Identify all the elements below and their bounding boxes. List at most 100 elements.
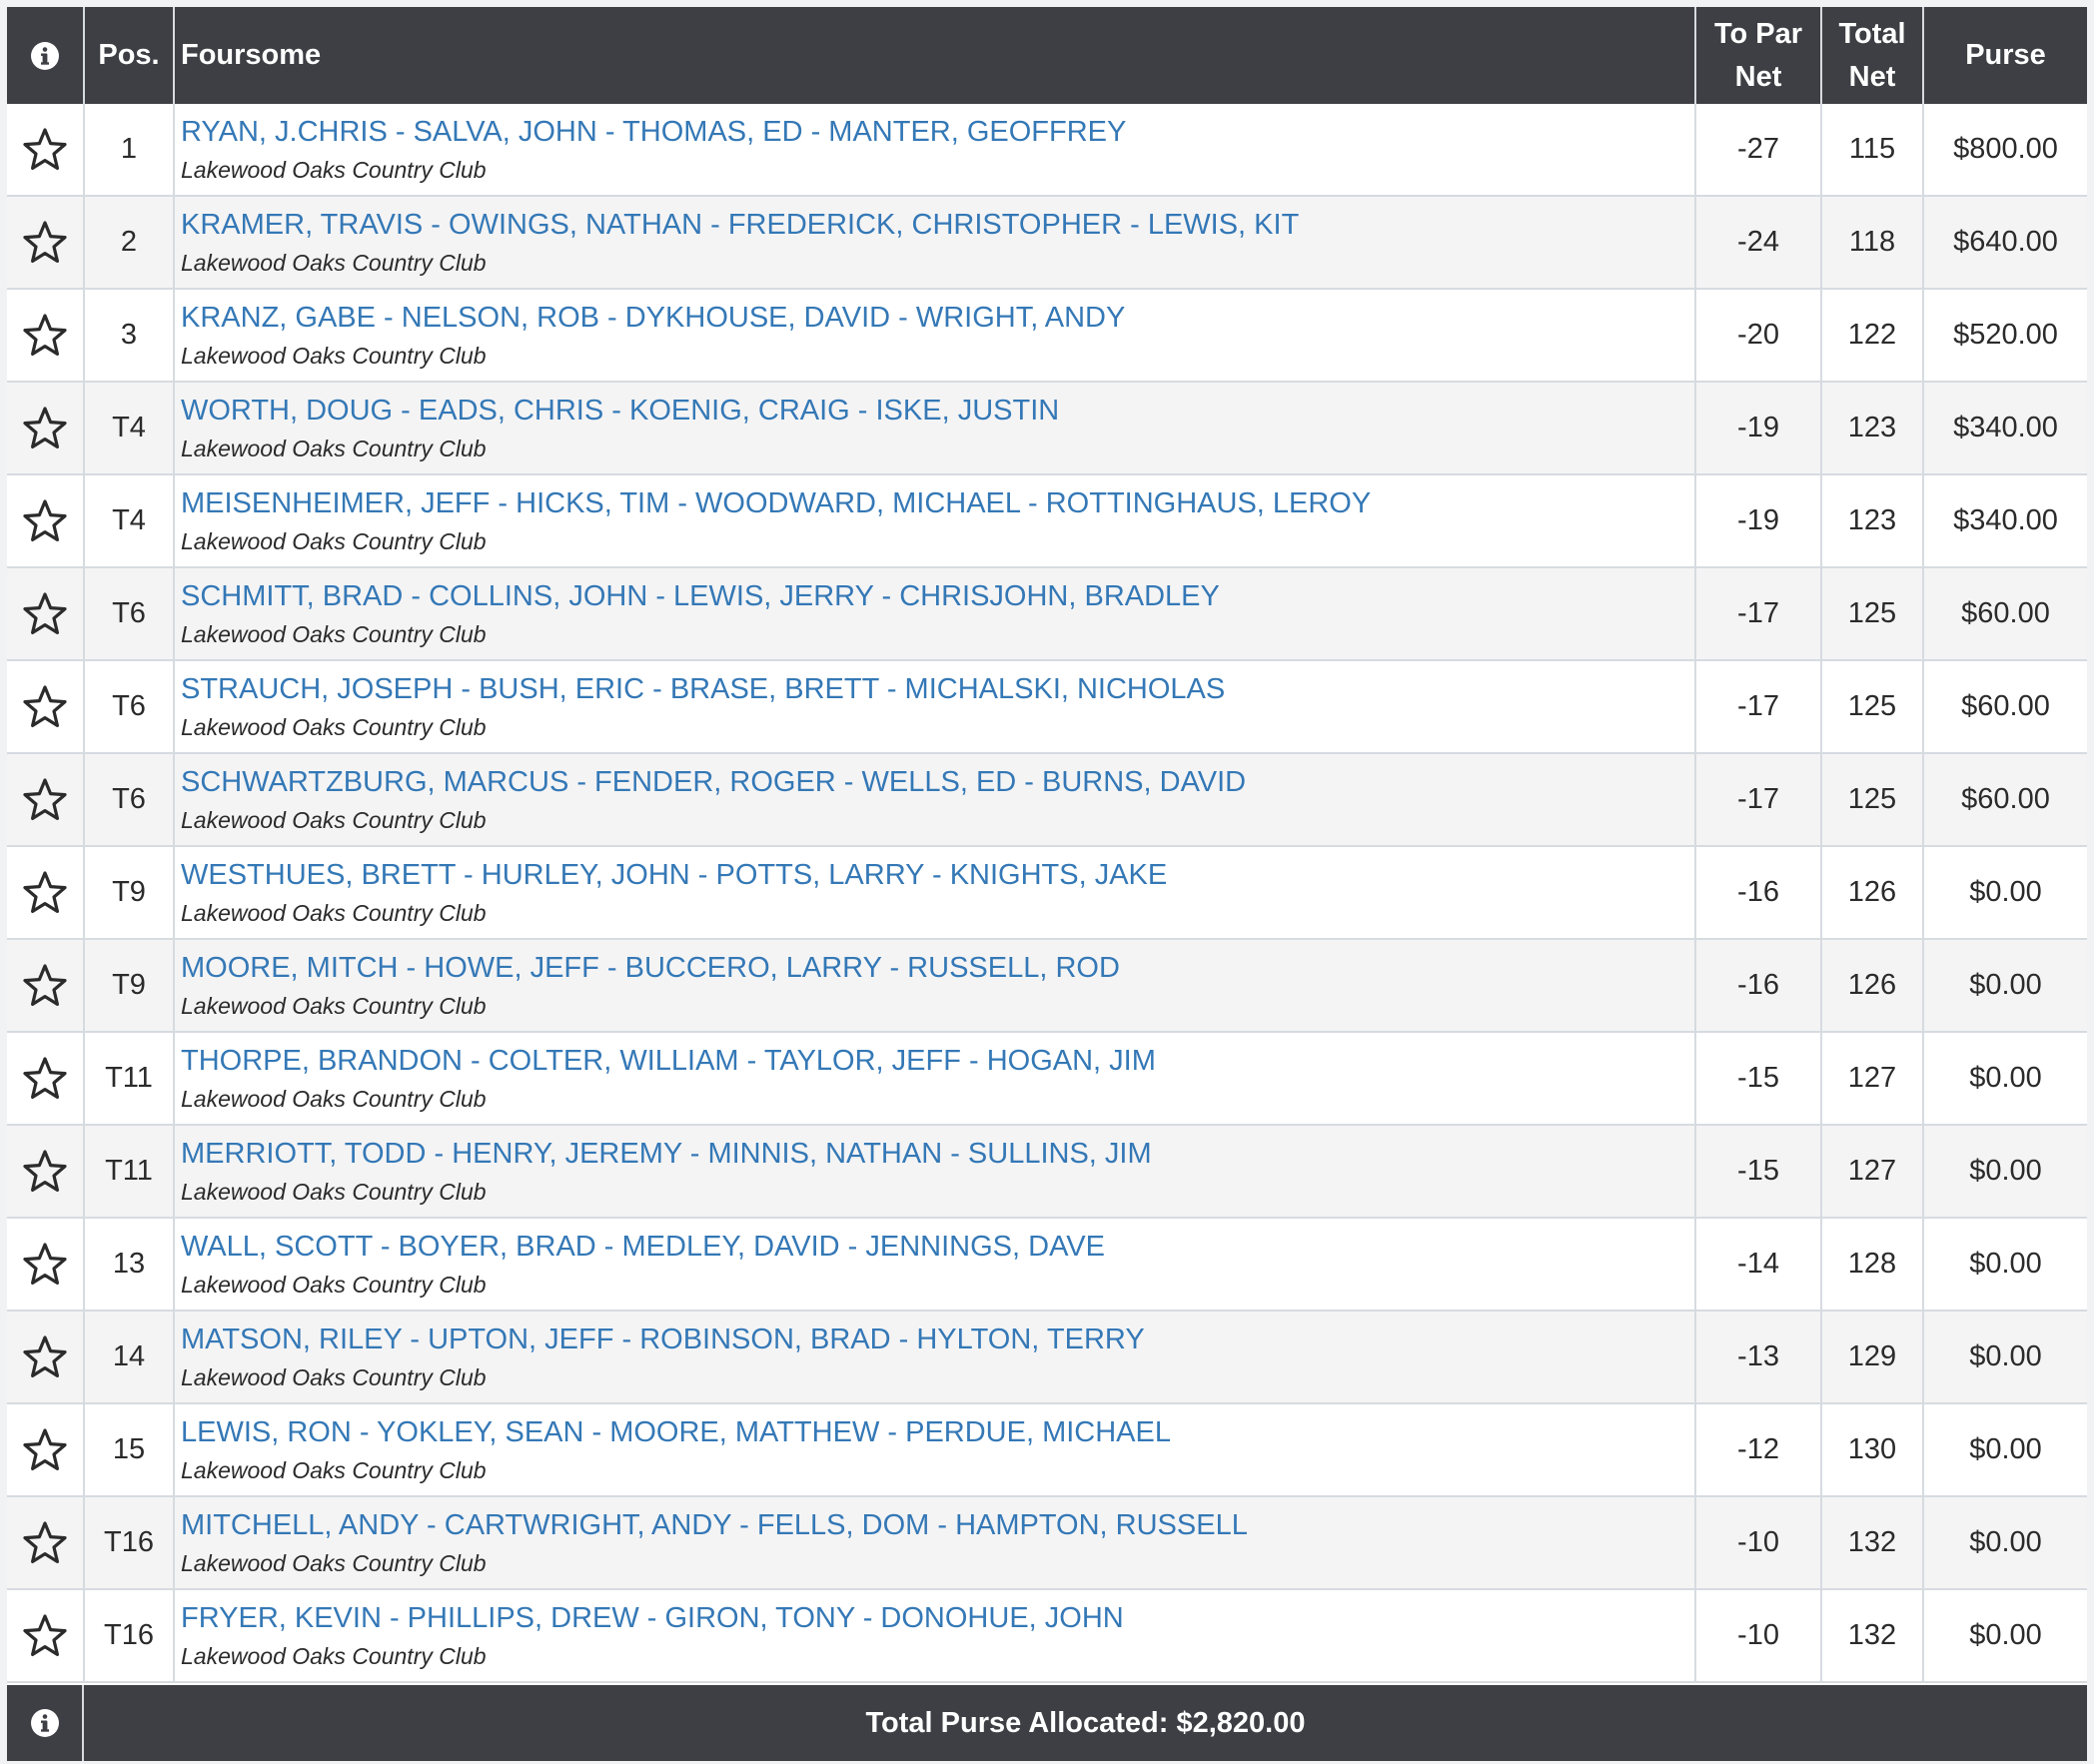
purse: $0.00 [1923,1032,2087,1126]
table-row: T6 STRAUCH, JOSEPH - BUSH, ERIC - BRASE,… [7,660,2087,754]
foursome-cell: THORPE, BRANDON - COLTER, WILLIAM - TAYL… [174,1032,1696,1126]
star-outline-icon[interactable] [21,1519,69,1567]
star-outline-icon[interactable] [21,126,69,174]
header-info-cell[interactable] [7,7,85,104]
star-outline-icon[interactable] [21,869,69,917]
foursome-players-link[interactable]: MEISENHEIMER, JEFF - HICKS, TIM - WOODWA… [181,486,1372,519]
club-name: Lakewood Oaks Country Club [181,1642,487,1669]
to-par-net: -16 [1695,846,1822,940]
club-name: Lakewood Oaks Country Club [181,527,487,554]
foursome-players-link[interactable]: RYAN, J.CHRIS - SALVA, JOHN - THOMAS, ED… [181,115,1127,148]
favorite-cell [7,289,85,383]
foursome-cell: SCHMITT, BRAD - COLLINS, JOHN - LEWIS, J… [174,567,1696,661]
table-footer: Total Purse Allocated: $2,820.00 [7,1685,2087,1761]
club-name: Lakewood Oaks Country Club [181,1271,487,1298]
foursome-players-link[interactable]: KRAMER, TRAVIS - OWINGS, NATHAN - FREDER… [181,208,1300,241]
club-name: Lakewood Oaks Country Club [181,1456,487,1483]
position: T9 [84,939,175,1033]
club-name: Lakewood Oaks Country Club [181,156,487,183]
to-par-net: -20 [1695,289,1822,383]
position: 13 [84,1218,175,1312]
foursome-players-link[interactable]: MOORE, MITCH - HOWE, JEFF - BUCCERO, LAR… [181,951,1120,984]
header-to-par-net-line1: To Par [1713,17,1803,50]
foursome-players-link[interactable]: WALL, SCOTT - BOYER, BRAD - MEDLEY, DAVI… [181,1230,1105,1263]
position: T16 [84,1496,175,1590]
favorite-cell [7,104,85,197]
position: T16 [84,1589,175,1683]
club-name: Lakewood Oaks Country Club [181,1085,487,1112]
to-par-net: -17 [1695,753,1822,847]
position: T6 [84,660,175,754]
club-name: Lakewood Oaks Country Club [181,806,487,833]
star-outline-icon[interactable] [21,497,69,545]
to-par-net: -15 [1695,1125,1822,1219]
favorite-cell [7,1311,85,1404]
foursome-players-link[interactable]: SCHMITT, BRAD - COLLINS, JOHN - LEWIS, J… [181,579,1220,612]
foursome-players-link[interactable]: STRAUCH, JOSEPH - BUSH, ERIC - BRASE, BR… [181,672,1226,705]
foursome-players-link[interactable]: WORTH, DOUG - EADS, CHRIS - KOENIG, CRAI… [181,394,1060,427]
table-header-row: Pos. Foursome To Par Net Total Net Purse [7,7,2087,104]
purse: $340.00 [1923,474,2087,568]
star-outline-icon[interactable] [21,1241,69,1289]
foursome-cell: WESTHUES, BRETT - HURLEY, JOHN - POTTS, … [174,846,1696,940]
foursome-cell: STRAUCH, JOSEPH - BUSH, ERIC - BRASE, BR… [174,660,1696,754]
to-par-net: -19 [1695,382,1822,475]
position: T11 [84,1032,175,1126]
purse: $60.00 [1923,753,2087,847]
purse: $340.00 [1923,382,2087,475]
star-outline-icon[interactable] [21,1148,69,1196]
total-net: 132 [1821,1589,1924,1683]
star-outline-icon[interactable] [21,962,69,1010]
star-outline-icon[interactable] [21,219,69,267]
table-row: T9 WESTHUES, BRETT - HURLEY, JOHN - POTT… [7,846,2087,940]
header-total-net: Total Net [1821,7,1924,104]
table-row: T4 MEISENHEIMER, JEFF - HICKS, TIM - WOO… [7,474,2087,568]
club-name: Lakewood Oaks Country Club [181,713,487,740]
table-row: 2 KRAMER, TRAVIS - OWINGS, NATHAN - FRED… [7,196,2087,290]
to-par-net: -19 [1695,474,1822,568]
foursome-players-link[interactable]: MERRIOTT, TODD - HENRY, JEREMY - MINNIS,… [181,1137,1152,1170]
star-outline-icon[interactable] [21,1333,69,1381]
star-outline-icon[interactable] [21,1055,69,1103]
table-row: T16 MITCHELL, ANDY - CARTWRIGHT, ANDY - … [7,1496,2087,1590]
foursome-cell: FRYER, KEVIN - PHILLIPS, DREW - GIRON, T… [174,1589,1696,1683]
star-outline-icon[interactable] [21,683,69,731]
club-name: Lakewood Oaks Country Club [181,899,487,926]
star-outline-icon[interactable] [21,776,69,824]
purse: $0.00 [1923,1311,2087,1404]
to-par-net: -12 [1695,1403,1822,1497]
star-outline-icon[interactable] [21,1426,69,1474]
club-name: Lakewood Oaks Country Club [181,620,487,647]
table-row: 13 WALL, SCOTT - BOYER, BRAD - MEDLEY, D… [7,1218,2087,1312]
favorite-cell [7,1125,85,1219]
favorite-cell [7,474,85,568]
favorite-cell [7,1403,85,1497]
star-outline-icon[interactable] [21,405,69,452]
foursome-players-link[interactable]: THORPE, BRANDON - COLTER, WILLIAM - TAYL… [181,1044,1156,1077]
star-outline-icon[interactable] [21,590,69,638]
foursome-players-link[interactable]: FRYER, KEVIN - PHILLIPS, DREW - GIRON, T… [181,1601,1124,1634]
purse: $0.00 [1923,1589,2087,1683]
total-net: 127 [1821,1032,1924,1126]
purse: $0.00 [1923,1125,2087,1219]
favorite-cell [7,382,85,475]
purse: $0.00 [1923,1496,2087,1590]
foursome-cell: MITCHELL, ANDY - CARTWRIGHT, ANDY - FELL… [174,1496,1696,1590]
table-row: T11 THORPE, BRANDON - COLTER, WILLIAM - … [7,1032,2087,1126]
foursome-cell: SCHWARTZBURG, MARCUS - FENDER, ROGER - W… [174,753,1696,847]
foursome-players-link[interactable]: MITCHELL, ANDY - CARTWRIGHT, ANDY - FELL… [181,1508,1248,1541]
star-outline-icon[interactable] [21,312,69,360]
favorite-cell [7,1032,85,1126]
footer-info-cell[interactable] [7,1685,84,1761]
info-circle-icon[interactable] [30,1708,60,1738]
foursome-players-link[interactable]: MATSON, RILEY - UPTON, JEFF - ROBINSON, … [181,1323,1145,1355]
favorite-cell [7,1218,85,1312]
foursome-players-link[interactable]: SCHWARTZBURG, MARCUS - FENDER, ROGER - W… [181,765,1247,798]
foursome-players-link[interactable]: WESTHUES, BRETT - HURLEY, JOHN - POTTS, … [181,858,1168,891]
position: 15 [84,1403,175,1497]
star-outline-icon[interactable] [21,1612,69,1660]
foursome-players-link[interactable]: LEWIS, RON - YOKLEY, SEAN - MOORE, MATTH… [181,1415,1171,1448]
foursome-cell: LEWIS, RON - YOKLEY, SEAN - MOORE, MATTH… [174,1403,1696,1497]
foursome-players-link[interactable]: KRANZ, GABE - NELSON, ROB - DYKHOUSE, DA… [181,301,1126,334]
info-circle-icon[interactable] [30,41,60,71]
